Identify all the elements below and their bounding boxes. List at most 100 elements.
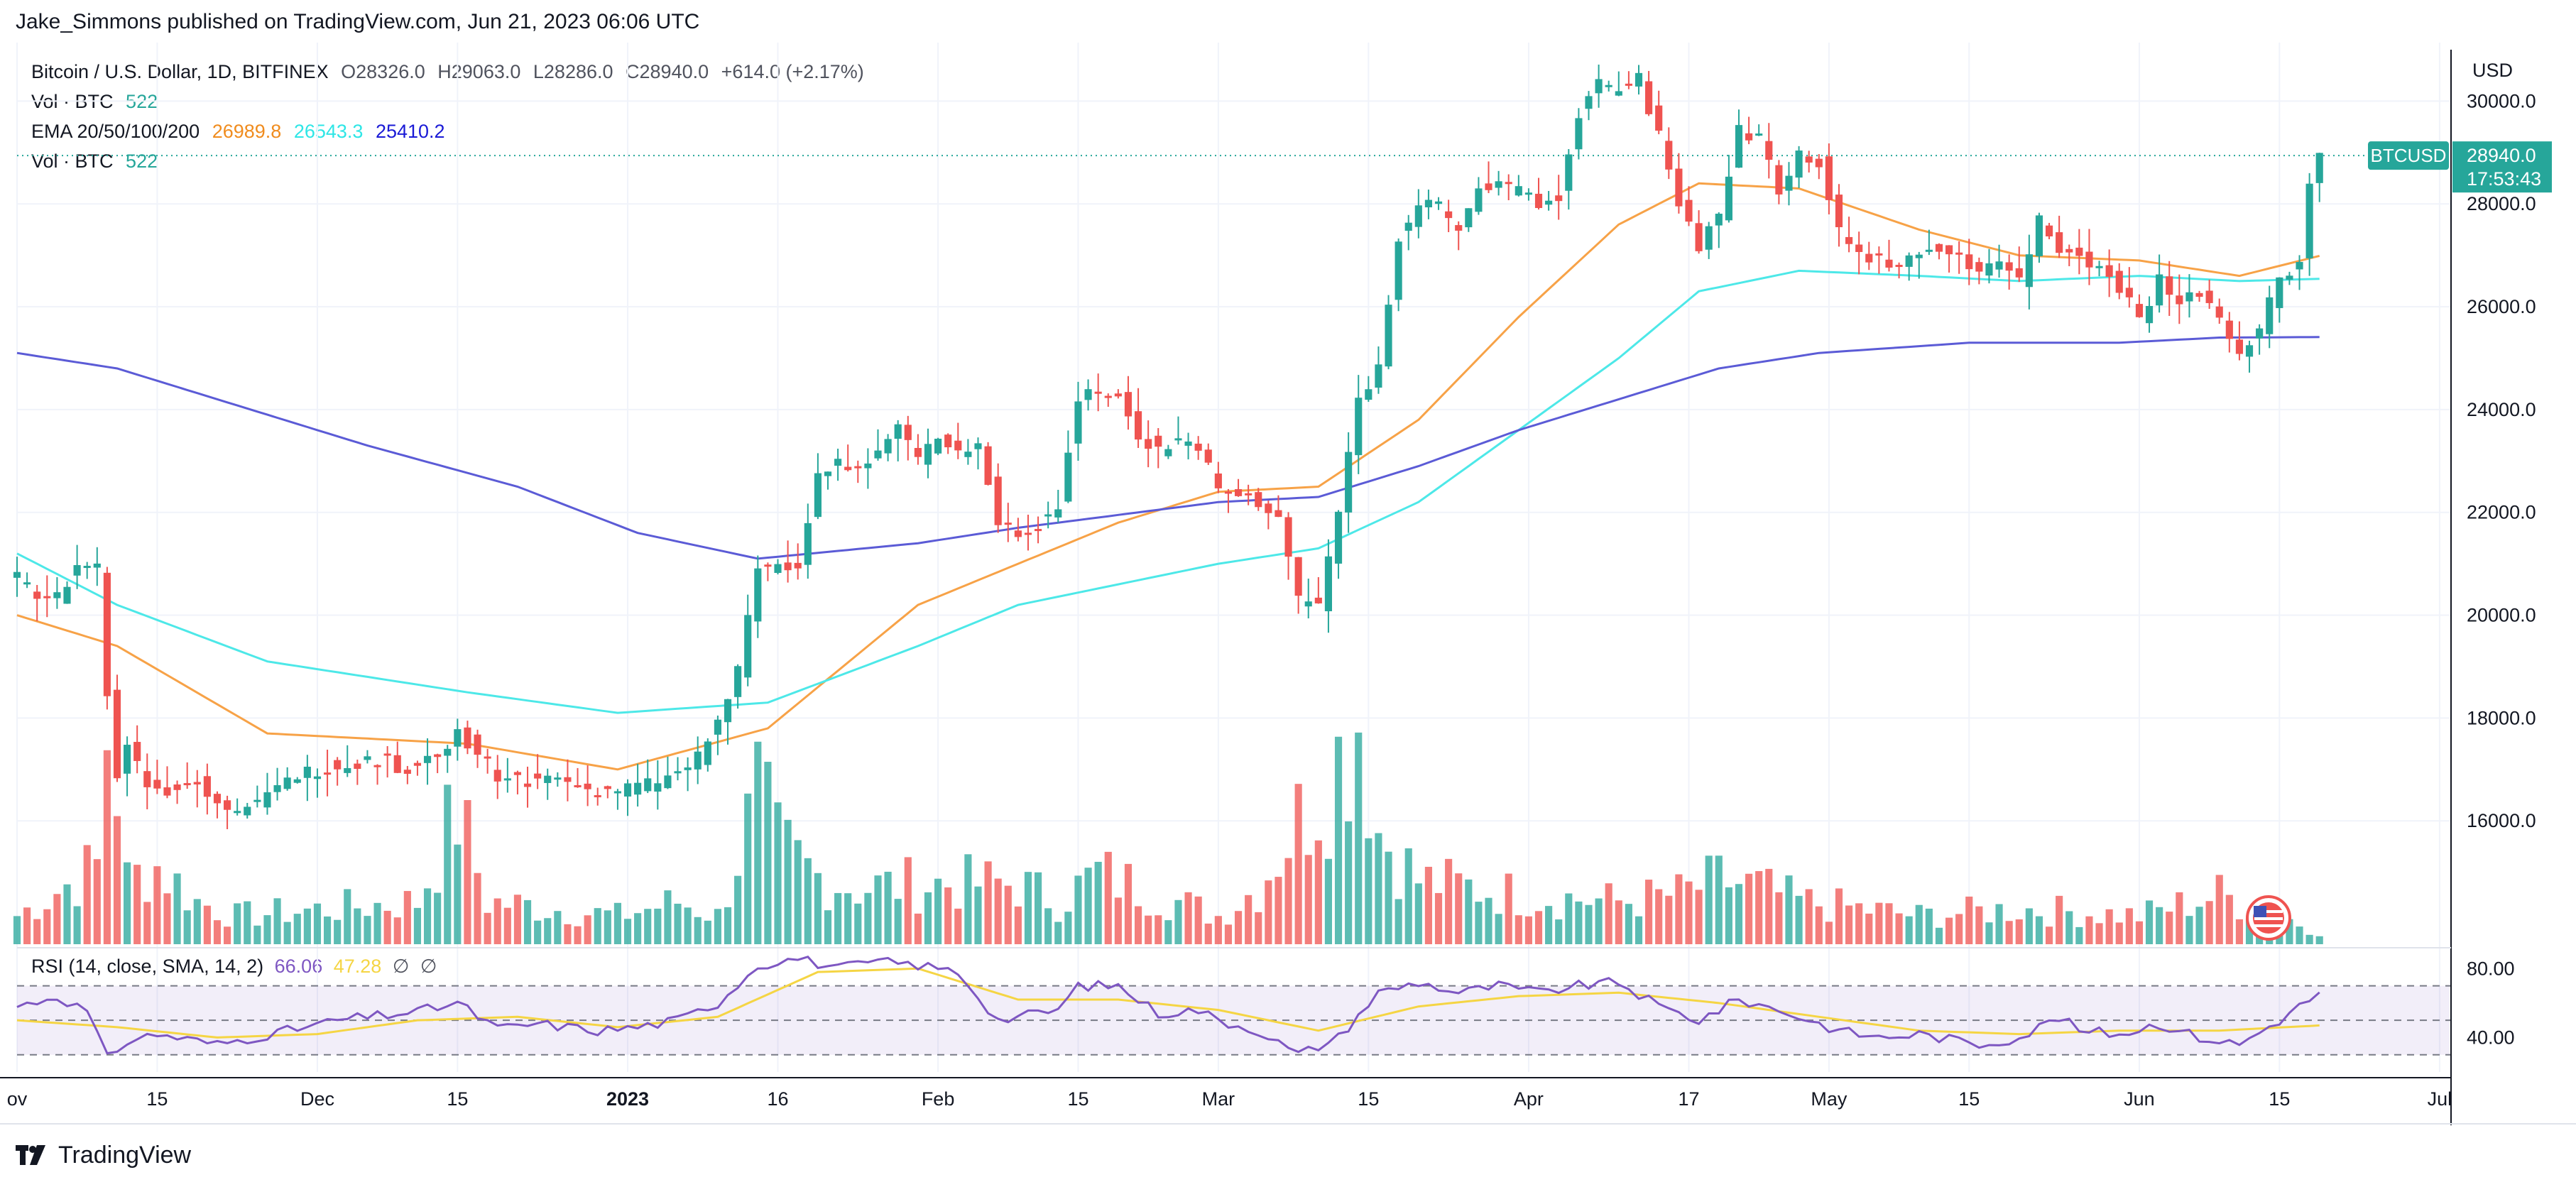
candle-body [1895,265,1903,268]
candle-body [253,799,261,802]
volume-bar [2156,907,2163,944]
candle-body [554,777,562,780]
candle-body [83,566,91,569]
volume-bar [2105,909,2113,944]
symbol-legend[interactable]: Bitcoin / U.S. Dollar, 1D, BITFINEX O283… [31,61,871,83]
volume-bar [2176,892,2183,944]
candle-body [454,729,462,747]
volume-bar [263,915,271,944]
candle-body [53,592,61,598]
volume-bar [413,907,422,944]
us-flag-icon[interactable] [2246,895,2291,941]
rsi-legend[interactable]: RSI (14, close, SMA, 14, 2) 66.06 47.28 … [31,956,442,978]
x-tick-label: 15 [146,1088,168,1110]
volume-bar [1334,736,1343,944]
volume-bar [23,907,31,944]
volume-bar [1054,921,1062,944]
candle-body [464,727,471,749]
volume-bar [1184,892,1192,944]
volume-bar [444,784,452,944]
volume-bar [2125,908,2133,944]
candle-body [364,756,371,760]
volume-bar [143,902,151,944]
volume-bar [814,873,822,944]
candle-body [1745,133,1753,141]
high-value: H29063.0 [437,61,521,82]
volume-bar [133,865,141,944]
volume-bar [2145,900,2154,944]
candle-body [1124,392,1133,417]
x-tick-label: Apr [1514,1088,1544,1110]
volume-bar [594,908,601,944]
volume-bar [1885,903,1893,944]
volume-bar [1124,863,1133,944]
tradingview-brand[interactable]: TradingView [16,1142,191,1169]
candle-body [1735,125,1743,168]
candle-body [1885,259,1893,268]
candle-body [63,586,71,604]
candle-body [2296,261,2303,270]
candle-body [2125,288,2133,297]
candle-body [724,699,732,723]
volume-bar [393,917,401,944]
candle-body [2035,215,2043,256]
candle-body [904,425,912,440]
brand-name: TradingView [58,1142,192,1169]
volume-bar [844,893,852,944]
volume-bar [874,875,882,944]
volume-bar [1785,875,1793,944]
candle-body [2156,274,2163,306]
candle-body [1104,395,1112,398]
volume-bar [1905,916,1913,944]
volume-bar [584,915,591,944]
ema-legend[interactable]: EMA 20/50/100/200 26989.8 26543.3 25410.… [31,121,452,143]
volume-bar [1365,838,1372,944]
candle-body [1615,91,1622,96]
volume-bar [1004,885,1012,944]
rsi-line [16,955,2320,1055]
volume-bar [1174,899,1182,944]
candle-body [664,775,672,789]
candle-body [1835,195,1843,228]
candle-body [2085,251,2093,268]
candle-body [654,783,662,792]
volume-bar [1024,872,1032,944]
candle-body [644,778,652,792]
volume-legend-2[interactable]: Vol · BTC 522 [31,151,165,173]
volume-bar [1084,868,1092,944]
candle-body [2095,266,2103,268]
symbol-name: Bitcoin / U.S. Dollar, 1D, BITFINEX [31,61,329,82]
volume-bar [2085,916,2093,944]
candle-body [1925,249,1933,252]
volume-bar [1064,912,1072,944]
close-value: C28940.0 [626,61,709,82]
candle-body [1515,186,1522,196]
volume-bar [1345,821,1353,944]
candle-body [2305,183,2313,258]
volume-bar [764,762,772,944]
volume-bar [1665,895,1673,944]
candle-body [1625,83,1632,86]
volume-bar [313,903,322,944]
volume-bar [2025,908,2033,944]
candle-body [534,773,542,779]
volume-bar [1314,840,1322,944]
axes: 16000.0 18000.0 20000.0 22000.0 24000.0 26000… [0,50,2576,1125]
volume-bar [1795,895,1803,944]
volume-bar [124,862,131,944]
candle-body [23,582,31,585]
volume-bar [1805,889,1813,944]
candle-body [1655,105,1663,131]
candle-body [1345,452,1353,513]
volume-bar [1855,903,1863,944]
candle-body [2286,275,2293,280]
volume-bar [1925,908,1933,944]
y-tick-label: 26000.0 [2467,296,2536,317]
volume-bar [1825,921,1833,944]
candle-body [1825,156,1833,200]
candle-body [1224,491,1233,494]
candle-body [1114,393,1122,397]
candle-body [283,777,291,789]
volume-bar [153,866,161,944]
